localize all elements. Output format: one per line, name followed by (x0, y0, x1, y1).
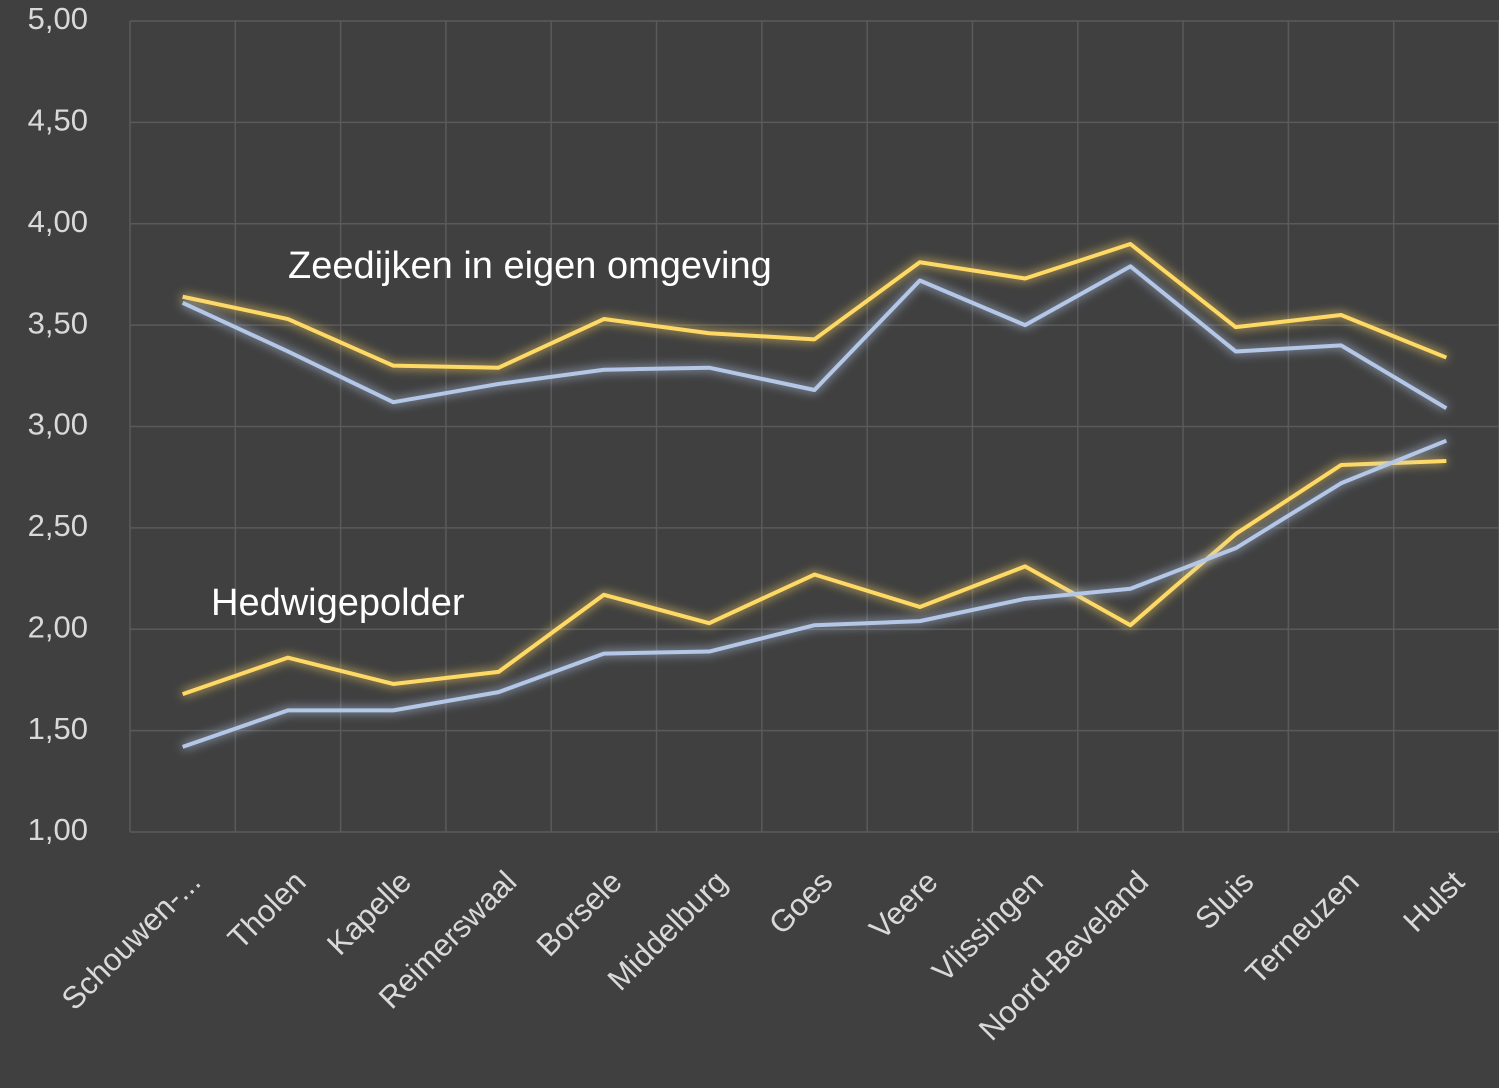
y-tick-label: 4,50 (28, 103, 88, 138)
y-tick-label: 4,00 (28, 204, 88, 239)
x-tick-label: Borsele (530, 864, 629, 963)
series-line (181, 458, 1447, 697)
series-line (182, 242, 1448, 370)
x-tick-label: Veere (863, 864, 945, 946)
lines (181, 242, 1448, 749)
x-tick-label: Terneuzen (1239, 864, 1366, 991)
series-line (181, 264, 1448, 410)
series-line (181, 438, 1448, 749)
x-tick-label: Schouwen-... (55, 864, 208, 1017)
x-tick-label: Kapelle (320, 864, 418, 962)
annotation: Zeedijken in eigen omgeving (288, 245, 772, 287)
y-tick-label: 5,00 (28, 1, 88, 36)
annotation: Hedwigepolder (211, 582, 465, 624)
y-tick-label: 3,00 (28, 407, 88, 442)
x-tick-label: Goes (762, 864, 839, 941)
x-tick-label: Tholen (221, 864, 313, 956)
grid (129, 20, 1499, 833)
y-tick-label: 2,50 (28, 508, 88, 543)
y-tick-label: 1,50 (28, 711, 88, 746)
y-tick-label: 3,50 (28, 305, 88, 340)
y-tick-label: 2,00 (28, 609, 88, 644)
x-tick-label: Sluis (1188, 864, 1260, 936)
x-tick-label: Hulst (1396, 864, 1471, 939)
y-tick-label: 1,00 (28, 812, 88, 847)
